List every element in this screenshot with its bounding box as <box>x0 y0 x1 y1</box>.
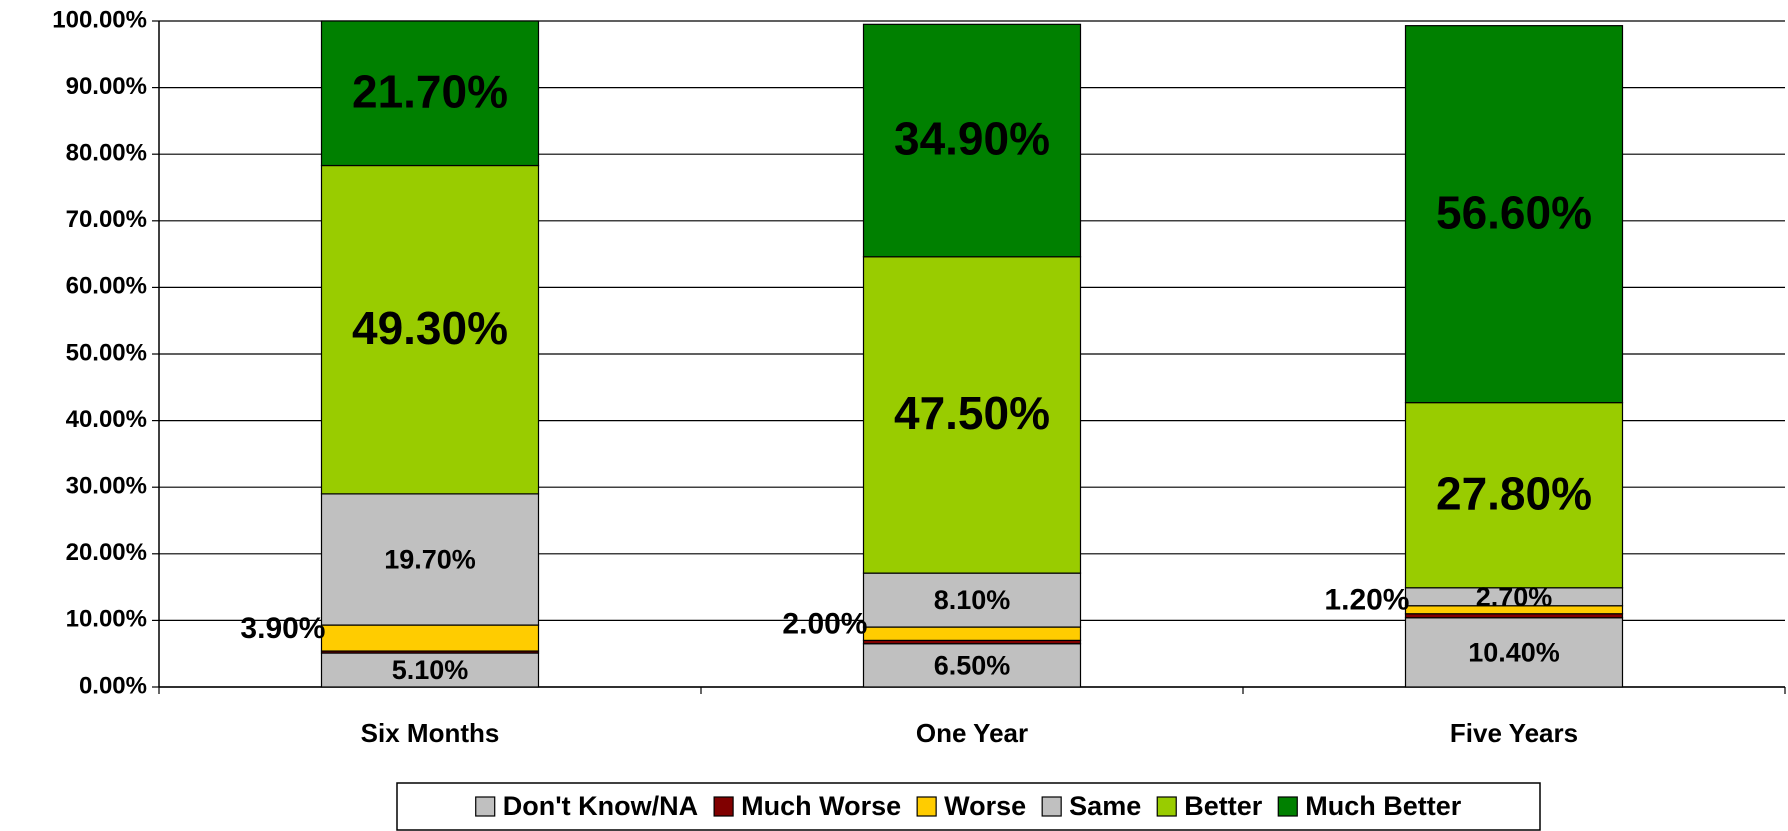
data-label: 49.30% <box>352 302 508 354</box>
data-label: 2.00% <box>782 608 867 641</box>
data-label: 6.50% <box>934 650 1011 680</box>
legend-label: Don't Know/NA <box>503 791 698 821</box>
data-label: 3.90% <box>240 612 325 645</box>
bar-segment <box>862 572 1082 628</box>
legend-swatch <box>475 796 496 817</box>
data-label: 1.20% <box>1324 584 1409 617</box>
data-label: 8.10% <box>934 585 1011 615</box>
data-label: 34.90% <box>894 113 1050 165</box>
bar-segment <box>862 256 1082 574</box>
bar-segment <box>320 20 540 167</box>
data-label: 47.50% <box>894 387 1050 439</box>
data-label: 2.70% <box>1476 582 1553 612</box>
data-label: 5.10% <box>392 655 469 685</box>
legend-swatch <box>916 796 937 817</box>
bar-segment <box>1404 617 1624 688</box>
y-tick-label: 80.00% <box>66 140 147 167</box>
legend-box <box>396 782 1541 831</box>
legend-label: Much Worse <box>741 791 901 821</box>
bar-segment <box>1404 25 1624 404</box>
x-tick-label: One Year <box>916 718 1028 748</box>
legend-swatch <box>1156 796 1177 817</box>
y-tick-label: 100.00% <box>52 6 147 33</box>
legend-swatch <box>713 796 734 817</box>
bar-segment <box>320 624 540 652</box>
bar-segment <box>862 23 1082 258</box>
y-tick-label: 40.00% <box>66 406 147 433</box>
legend-swatch <box>1041 796 1062 817</box>
data-label: 21.70% <box>352 65 508 117</box>
data-label: 27.80% <box>1436 467 1592 519</box>
bar-segment <box>320 652 540 688</box>
bar-segment <box>1404 402 1624 589</box>
y-tick-label: 30.00% <box>66 473 147 500</box>
y-tick-label: 50.00% <box>66 339 147 366</box>
legend-label: Much Better <box>1305 791 1462 821</box>
data-label: 10.40% <box>1468 637 1560 667</box>
bar-segment <box>862 626 1082 641</box>
y-tick-label: 10.00% <box>66 606 147 633</box>
y-tick-label: 70.00% <box>66 206 147 233</box>
bar-segment <box>862 643 1082 688</box>
data-label: 19.70% <box>384 545 476 575</box>
bar-segment <box>320 164 540 495</box>
y-tick-label: 20.00% <box>66 539 147 566</box>
legend-label: Same <box>1069 791 1141 821</box>
legend-swatch <box>1277 796 1298 817</box>
legend-label: Worse <box>944 791 1026 821</box>
y-tick-label: 60.00% <box>66 273 147 300</box>
legend: Don't Know/NA Much Worse Worse Same Better Mu… <box>396 782 1541 831</box>
data-label: 56.60% <box>1436 186 1592 238</box>
legend-label: Better <box>1184 791 1263 821</box>
x-tick-label: Five Years <box>1450 718 1578 748</box>
y-tick-label: 0.00% <box>79 672 147 699</box>
x-tick-label: Six Months <box>361 718 500 748</box>
y-tick-label: 90.00% <box>66 73 147 100</box>
